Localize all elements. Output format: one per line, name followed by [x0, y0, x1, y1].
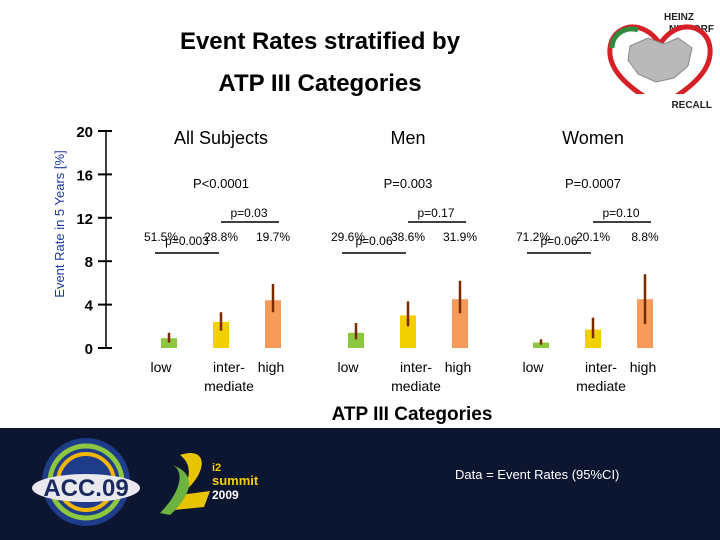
chart-panel: Men P=0.003 p=0.17 29.6% 38.6% 31.9% p=0.06 low… [331, 128, 477, 394]
panel-title: Women [562, 128, 624, 148]
category-label-intermediate-part1: inter- [400, 359, 432, 375]
acc-logo-text: ACC.09 [43, 475, 128, 502]
panel-title: All Subjects [174, 128, 268, 148]
distribution-label: 31.9% [443, 230, 477, 244]
logo-text-top1: HEINZ [664, 12, 694, 23]
distribution-label: 38.6% [391, 230, 425, 244]
acc-09-logo: ACC.09 [32, 438, 140, 526]
category-label-intermediate-part1: inter- [585, 359, 617, 375]
event-rates-chart: Event Rate in 5 Years [%] 0 4 8 12 16 20 All … [52, 124, 659, 425]
y-axis-ticks: 0 4 8 12 16 20 [76, 124, 112, 358]
distribution-label: 71.2% [516, 230, 550, 244]
distribution-label: 29.6% [331, 230, 365, 244]
i2-summit-2009-logo: i2 summit 2009 [160, 453, 259, 515]
bar-low [533, 342, 549, 348]
y-tick-label: 0 [85, 341, 93, 358]
slide-title-line-2: ATP III Categories [218, 70, 422, 97]
bar-high [265, 300, 281, 348]
distribution-label: 19.7% [256, 230, 290, 244]
slide-title-line-1: Event Rates stratified by [179, 28, 461, 55]
category-label-intermediate-part2: mediate [576, 378, 626, 394]
p-value-top: p=0.03 [230, 206, 267, 220]
bar-high [452, 299, 468, 348]
category-label-high: high [630, 359, 656, 375]
bar-low [348, 332, 364, 348]
p-value-overall: P=0.003 [384, 176, 433, 191]
chart-panel: All Subjects P<0.0001 p=0.03 51.5% 28.8% 19.7… [144, 128, 290, 394]
p-value-low: p=0.06 [355, 234, 392, 248]
y-axis-label: Event Rate in 5 Years [%] [52, 150, 67, 297]
bar-intermediate [213, 321, 229, 348]
bar-intermediate [585, 329, 601, 348]
p-value-low: p=0.06 [540, 234, 577, 248]
category-label-intermediate-part1: inter- [213, 359, 245, 375]
distribution-label: 51.5% [144, 230, 178, 244]
y-tick-label: 12 [76, 211, 93, 228]
category-label-low: low [337, 359, 359, 375]
p-value-overall: P=0.0007 [565, 176, 621, 191]
p-value-top: p=0.10 [602, 206, 639, 220]
category-label-high: high [445, 359, 471, 375]
i2-logo-text-line2: summit [212, 473, 259, 488]
p-value-low: p=0.003 [165, 234, 209, 248]
y-tick-label: 20 [76, 124, 93, 141]
category-label-low: low [522, 359, 544, 375]
chart-panels: All Subjects P<0.0001 p=0.03 51.5% 28.8% 19.7… [144, 128, 659, 394]
x-axis-label: ATP III Categories [332, 404, 493, 425]
category-label-intermediate-part2: mediate [204, 378, 254, 394]
distribution-label: 28.8% [204, 230, 238, 244]
y-tick-label: 16 [76, 167, 93, 184]
bar-intermediate [400, 315, 416, 348]
chart-panel: Women P=0.0007 p=0.10 71.2% 20.1% 8.8% p=0.06 l… [516, 128, 659, 394]
y-tick-label: 4 [85, 298, 94, 315]
logo-text-bottom: RECALL [671, 100, 712, 111]
category-label-low: low [150, 359, 172, 375]
y-tick-label: 8 [85, 254, 93, 271]
distribution-label: 8.8% [631, 230, 659, 244]
bar-low [161, 338, 177, 348]
panel-title: Men [390, 128, 425, 148]
i2-logo-text-line3: 2009 [212, 488, 239, 502]
heinz-nixdorf-recall-logo: HEINZ NIXDORF RECALL [604, 8, 716, 114]
distribution-label: 20.1% [576, 230, 610, 244]
p-value-overall: P<0.0001 [193, 176, 249, 191]
footer-note: Data = Event Rates (95%CI) [455, 467, 620, 482]
p-value-top: p=0.17 [417, 206, 454, 220]
category-label-high: high [258, 359, 284, 375]
category-label-intermediate-part2: mediate [391, 378, 441, 394]
i2-logo-text-line1: i2 [212, 462, 221, 474]
